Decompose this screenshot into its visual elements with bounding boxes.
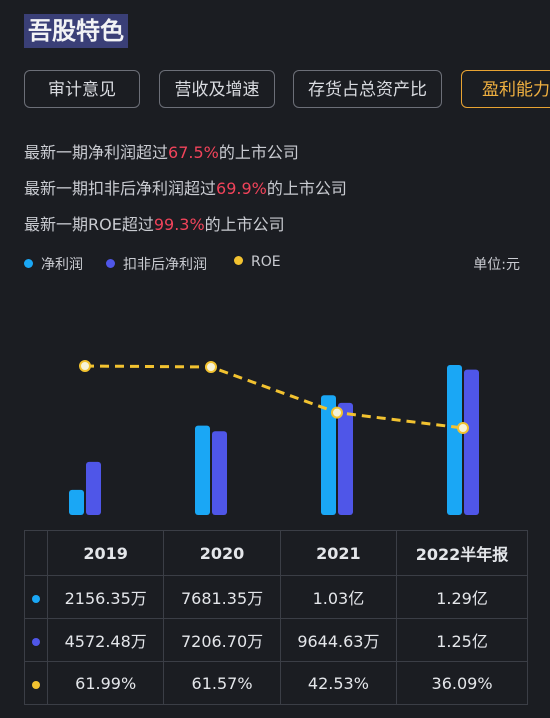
stat-value: 67.5%: [168, 143, 219, 162]
stat-prefix: 最新一期净利润超过: [24, 143, 169, 162]
table-cell: 61.57%: [163, 661, 281, 705]
page-title: 吾股特色: [24, 14, 128, 48]
stat-suffix: 的上市公司: [204, 215, 285, 234]
bar-deducted-2[interactable]: [338, 402, 353, 515]
row-dot: [32, 594, 40, 603]
row-dot: [32, 637, 40, 646]
data-table: 2019 2020 2021 2022半年报 2156.35万 7681.35万…: [24, 530, 528, 705]
roe-point-2[interactable]: [331, 406, 343, 419]
legend-net-profit[interactable]: 净利润: [24, 254, 83, 274]
stat-prefix: 最新一期扣非后净利润超过: [24, 179, 217, 198]
table-corner: [24, 530, 48, 576]
bar-net-profit-0[interactable]: [69, 489, 84, 515]
stat-deducted-profit: 最新一期扣非后净利润超过69.9%的上市公司: [24, 175, 347, 199]
tab-audit-opinion[interactable]: 审计意见: [24, 70, 140, 108]
table-header-cell: 2020: [163, 530, 281, 576]
roe-point-0[interactable]: [79, 360, 91, 372]
table-cell: 1.29亿: [396, 575, 528, 619]
stat-value: 99.3%: [153, 215, 205, 234]
table-cell: 1.03亿: [279, 575, 398, 619]
table-header-cell: 2019: [46, 530, 165, 576]
tab-revenue-growth[interactable]: 营收及增速: [159, 70, 275, 108]
legend-label: 扣非后净利润: [123, 257, 207, 273]
profit-chart: [69, 360, 479, 515]
stat-net-profit: 最新一期净利润超过67.5%的上市公司: [24, 139, 299, 163]
legend-label: ROE: [251, 254, 281, 270]
legend-label: 净利润: [41, 257, 83, 273]
legend-deducted[interactable]: 扣非后净利润: [106, 254, 207, 274]
stat-value: 69.9%: [216, 179, 267, 198]
roe-point-3[interactable]: [457, 422, 469, 434]
row-marker: [24, 575, 48, 619]
row-marker: [24, 618, 48, 662]
bar-deducted-1[interactable]: [212, 431, 227, 515]
table-cell: 42.53%: [279, 661, 398, 705]
bar-deducted-0[interactable]: [86, 461, 101, 515]
roe-line: [84, 364, 464, 430]
legend-roe[interactable]: ROE: [234, 254, 281, 270]
stat-suffix: 的上市公司: [218, 143, 299, 162]
bar-net-profit-1[interactable]: [195, 425, 210, 515]
table-cell: 1.25亿: [396, 618, 528, 662]
row-marker: [24, 661, 48, 705]
tab-profitability[interactable]: 盈利能力: [461, 70, 550, 108]
table-header-cell: 2021: [279, 530, 398, 576]
legend-dot: [106, 259, 115, 268]
legend-dot: [24, 259, 33, 268]
tab-bar: 审计意见 营收及增速 存货占总资产比 盈利能力: [24, 70, 550, 110]
stat-roe: 最新一期ROE超过99.3%的上市公司: [24, 211, 285, 235]
table-cell: 36.09%: [396, 661, 528, 705]
table-row-deducted: 4572.48万 7206.70万 9644.63万 1.25亿: [24, 618, 528, 662]
bar-net-profit-3[interactable]: [447, 365, 462, 515]
table-cell: 7206.70万: [163, 618, 281, 662]
legend-dot: [234, 256, 243, 265]
bar-deducted-3[interactable]: [464, 369, 479, 515]
stat-suffix: 的上市公司: [266, 179, 347, 198]
table-cell: 9644.63万: [279, 618, 398, 662]
table-header-cell: 2022半年报: [396, 530, 528, 576]
row-dot: [32, 680, 40, 689]
table-row-net-profit: 2156.35万 7681.35万 1.03亿 1.29亿: [24, 575, 528, 619]
stat-prefix: 最新一期ROE超过: [24, 215, 154, 234]
table-header-row: 2019 2020 2021 2022半年报: [24, 530, 528, 576]
bar-net-profit-2[interactable]: [321, 395, 336, 515]
roe-point-1[interactable]: [205, 361, 217, 374]
table-cell: 7681.35万: [163, 575, 281, 619]
unit-label: 单位:元: [473, 257, 520, 273]
table-cell: 4572.48万: [46, 618, 165, 662]
table-cell: 61.99%: [46, 661, 165, 705]
tab-inventory-ratio[interactable]: 存货占总资产比: [293, 70, 442, 108]
table-cell: 2156.35万: [46, 575, 165, 619]
table-row-roe: 61.99% 61.57% 42.53% 36.09%: [24, 661, 528, 705]
